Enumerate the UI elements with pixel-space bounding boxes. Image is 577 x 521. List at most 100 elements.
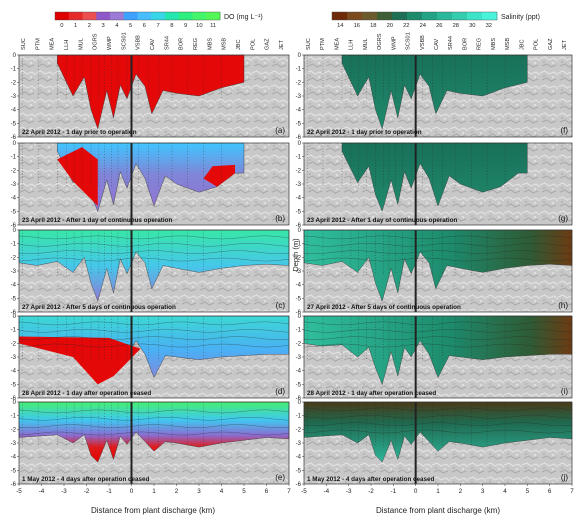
colorbar-title: Salinity (ppt) bbox=[501, 14, 540, 21]
panel-label: (d) bbox=[275, 387, 285, 396]
x-tick-label: 4 bbox=[503, 488, 507, 495]
y-tick-label: -1 bbox=[11, 67, 17, 73]
contour-line bbox=[303, 250, 573, 254]
colorbar-tick-label: 18 bbox=[370, 23, 376, 29]
y-tick-label: -5 bbox=[11, 296, 17, 302]
y-tick-label: -2 bbox=[11, 341, 17, 347]
y-tick-label: 0 bbox=[13, 314, 17, 320]
x-tick-label: -1 bbox=[391, 488, 397, 495]
panel-c: 0 -1 -2 -3 -4 -5 -6 27 April 2012 - After 5 day… bbox=[11, 228, 290, 316]
colorbar-tick-label: 2 bbox=[88, 23, 91, 29]
y-tick-label: -5 bbox=[296, 209, 302, 215]
colorbar-swatch bbox=[377, 12, 393, 20]
station-label: OGRS bbox=[93, 33, 99, 50]
y-tick-label: -4 bbox=[11, 283, 17, 289]
colorbar-swatch bbox=[452, 12, 468, 20]
y-tick-label: 0 bbox=[298, 400, 302, 406]
colorbar-swatch bbox=[151, 12, 166, 20]
panel-e: 0-1-2-3-4-5-61 May 2012 - 4 days after o… bbox=[11, 400, 292, 495]
y-tick-label: -6 bbox=[296, 135, 302, 141]
colorbar-tick-label: 8 bbox=[170, 23, 173, 29]
colorbar-swatch bbox=[206, 12, 221, 20]
panel-b: 0 -1 -2 -3 -4 -5 -6 23 April 2012 - After 1 day… bbox=[11, 141, 290, 229]
y-tick-label: 0 bbox=[298, 314, 302, 320]
colorbar-tick-label: 14 bbox=[337, 23, 344, 29]
x-tick-label: -3 bbox=[346, 488, 352, 495]
colorbar-tick-label: 7 bbox=[156, 23, 159, 29]
panel-caption: 28 April 2012 - 1 day after operation ce… bbox=[307, 390, 436, 397]
station-labels-0: SUC PTM MEA LLH MUL OGRS WMP SCS01 VSBB CAV SR44 BO… bbox=[21, 32, 285, 50]
y-tick-label: -4 bbox=[11, 369, 17, 375]
y-tick-label: -6 bbox=[11, 310, 17, 316]
station-label: SR44 bbox=[164, 36, 170, 50]
contour-line bbox=[18, 336, 290, 340]
y-tick-label: -5 bbox=[296, 296, 302, 302]
contour-line bbox=[303, 336, 573, 340]
y-tick-label: -1 bbox=[296, 242, 302, 248]
y-tick-label: -3 bbox=[11, 269, 17, 275]
y-tick-label: -5 bbox=[296, 382, 302, 388]
station-label: OGRS bbox=[377, 33, 383, 50]
y-tick-label: -5 bbox=[296, 121, 302, 127]
y-tick-label: -2 bbox=[296, 80, 302, 86]
colorbar-tick-label: 28 bbox=[453, 23, 459, 29]
station-label: REG bbox=[193, 38, 199, 50]
y-tick-label: -3 bbox=[11, 441, 17, 447]
contour-line bbox=[18, 431, 290, 436]
colorbar-swatch bbox=[55, 12, 70, 20]
colorbar-title: DO (mg L⁻¹) bbox=[224, 14, 263, 21]
colorbar-swatch bbox=[482, 12, 498, 20]
colorbar-tick-label: 24 bbox=[420, 23, 427, 29]
x-tick-label: 5 bbox=[526, 488, 530, 495]
y-tick-label: -4 bbox=[11, 196, 17, 202]
panel-caption: 22 April 2012 - 1 day prior to operation bbox=[307, 129, 422, 136]
panel-g: 0 -1 -2 -3 -4 -5 -6 23 April 2012 - After 1 day… bbox=[296, 141, 573, 229]
colorbar-swatch bbox=[422, 12, 438, 20]
station-label: SUC bbox=[21, 38, 27, 50]
station-label: SCS01 bbox=[121, 32, 127, 50]
y-tick-label: -1 bbox=[11, 328, 17, 334]
panel-caption: 22 April 2012 - 1 day prior to operation bbox=[22, 129, 137, 136]
colorbar-swatch bbox=[407, 12, 423, 20]
y-tick-label: -4 bbox=[296, 369, 302, 375]
x-tick-label: 2 bbox=[459, 488, 463, 495]
panel-caption: 27 April 2012 - After 5 days of continuo… bbox=[22, 304, 176, 311]
colorbar-swatch bbox=[467, 12, 483, 20]
panel-h: 0 -1 -2 -3 -4 -5 -6 27 April 2012 - After 5 day… bbox=[296, 228, 573, 316]
contour-line bbox=[303, 422, 573, 426]
colorbar-tick-label: 32 bbox=[486, 23, 492, 29]
y-tick-label: -6 bbox=[11, 135, 17, 141]
station-label: MSB bbox=[222, 38, 228, 50]
panel-caption: 23 April 2012 - After 1 day of continuou… bbox=[22, 217, 172, 224]
panel-caption: 28 April 2012 - 1 day after operation ce… bbox=[22, 390, 151, 397]
colorbar-tick-label: 22 bbox=[403, 23, 409, 29]
x-tick-label: 0 bbox=[130, 488, 134, 495]
x-tick-label: 5 bbox=[242, 488, 246, 495]
station-label: POL bbox=[534, 39, 540, 50]
y-tick-label: -5 bbox=[11, 121, 17, 127]
station-label: LLH bbox=[64, 40, 70, 50]
contour-line bbox=[18, 250, 290, 254]
y-tick-label: -2 bbox=[11, 255, 17, 261]
y-tick-label: -4 bbox=[11, 108, 17, 114]
x-tick-label: 3 bbox=[197, 488, 201, 495]
contour-line bbox=[18, 417, 290, 421]
panel-label: (j) bbox=[561, 473, 568, 482]
colorbar-tick-label: 16 bbox=[354, 23, 360, 29]
station-label: JET bbox=[562, 39, 568, 50]
colorbar-swatch bbox=[332, 12, 348, 20]
colorbar-frame bbox=[54, 11, 221, 21]
y-tick-label: -5 bbox=[296, 468, 302, 474]
station-label: REG bbox=[477, 38, 483, 50]
y-tick-label: -1 bbox=[296, 155, 302, 161]
colorbar-swatch bbox=[137, 12, 152, 20]
y-tick-label: 0 bbox=[13, 400, 17, 406]
y-tick-label: -2 bbox=[11, 80, 17, 86]
station-label: VSBB bbox=[136, 35, 142, 50]
y-tick-label: -2 bbox=[296, 427, 302, 433]
station-label: CAV bbox=[434, 39, 440, 50]
y-tick-label: -2 bbox=[296, 168, 302, 174]
station-label: WMP bbox=[107, 36, 113, 50]
colorbar-tick-label: 30 bbox=[469, 23, 475, 29]
